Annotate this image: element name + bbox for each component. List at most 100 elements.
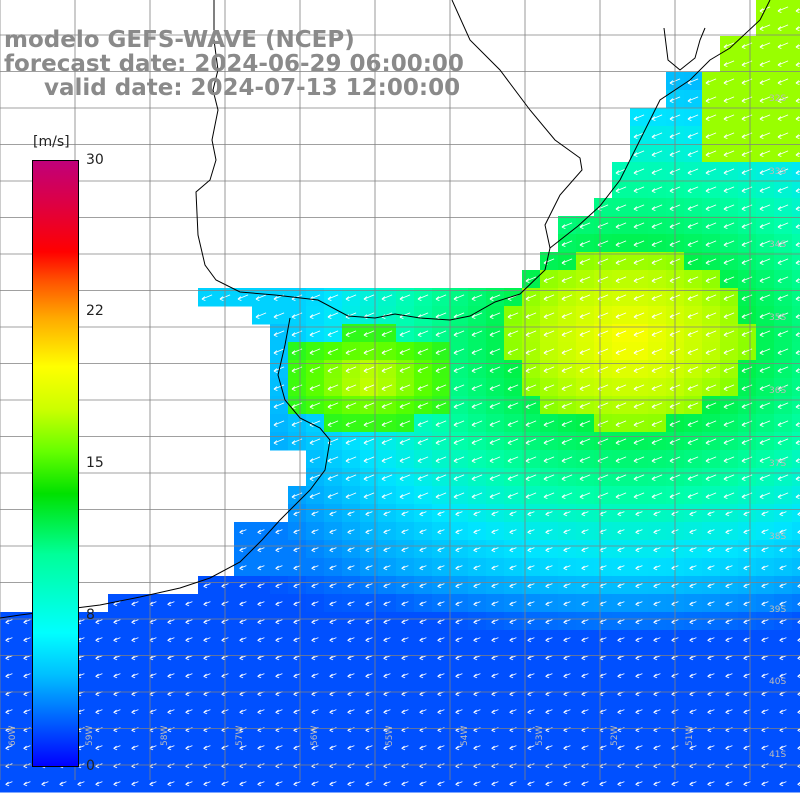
wind-arrow [797,781,800,786]
field-cell [792,378,800,397]
wind-arrow [417,456,429,463]
wind-arrow [723,258,735,265]
wind-arrow [5,637,13,643]
wind-arrow [579,258,591,265]
wind-arrow [471,438,483,445]
wind-arrow [741,438,753,445]
wind-arrow [113,709,121,715]
wind-arrow [615,492,627,499]
wind-arrow [633,438,645,445]
wind-arrow [723,474,735,481]
wind-arrow [311,745,319,751]
colorbar-tick-22: 22 [86,303,104,319]
wind-arrow [723,456,735,463]
wind-arrow [797,709,800,714]
wind-arrow [779,781,787,787]
wind-arrow [419,655,427,661]
wind-arrow [383,547,391,553]
wind-arrow [471,492,483,499]
wind-arrow [437,781,445,787]
wind-arrow [759,186,771,193]
wind-arrow [653,583,661,589]
wind-arrow [473,511,481,517]
wind-arrow [741,312,753,319]
wind-arrow [417,366,429,373]
wind-arrow [707,637,715,643]
wind-arrow [527,511,535,517]
wind-arrow [705,204,717,211]
wind-arrow [743,547,751,553]
wind-arrow [437,673,445,679]
wind-arrow [687,276,699,283]
wind-arrow [525,420,537,427]
wind-arrow [527,745,535,751]
wind-arrow [473,637,481,643]
field-cell [792,198,800,217]
wind-arrow [293,511,301,517]
wind-arrow [741,384,753,391]
wind-arrow [509,655,517,661]
wind-arrow [509,709,517,715]
wind-arrow [687,294,699,301]
wind-arrow [777,348,789,355]
wind-arrow [689,709,697,715]
lat-label-32s: 32S [769,94,787,104]
lon-label-60w: 60W [8,725,18,746]
wind-arrow [545,583,553,589]
wind-arrow [633,186,645,193]
wind-arrow [759,204,771,211]
wind-arrow [455,637,463,643]
wind-arrow [653,673,661,679]
wind-arrow [239,709,247,715]
wind-arrow [779,583,787,589]
inland-border [451,0,583,249]
wind-arrow [743,745,751,751]
wind-arrow [527,673,535,679]
wind-arrow [417,402,429,409]
wind-arrow [435,456,447,463]
wind-arrow [437,565,445,571]
wind-arrow [723,276,735,283]
wind-arrow [381,348,393,355]
wind-arrow [759,420,771,427]
wind-arrow [185,745,193,751]
wind-arrow [527,709,535,715]
lon-label-55w: 55W [385,725,395,746]
wind-arrow [453,492,465,499]
wind-arrow [327,402,339,409]
wind-arrow [741,114,753,121]
wind-arrow [203,655,211,661]
wind-arrow [239,529,247,535]
wind-arrow [777,456,789,463]
wind-arrow [651,348,663,355]
wind-arrow [761,529,769,535]
wind-arrow [455,709,463,715]
wind-arrow [797,511,800,516]
wind-arrow [527,583,535,589]
wind-arrow [525,492,537,499]
wind-arrow [455,511,463,517]
wind-arrow [437,619,445,625]
wind-arrow [327,384,339,391]
wind-arrow [453,420,465,427]
wind-arrow [401,709,409,715]
wind-arrow [707,529,715,535]
wind-arrow [507,384,519,391]
wind-arrow [687,330,699,337]
wind-arrow [795,368,800,373]
wind-arrow [311,673,319,679]
wind-arrow [615,330,627,337]
wind-arrow [651,474,663,481]
wind-arrow [275,565,283,571]
wind-arrow [167,745,175,751]
wind-arrow [705,384,717,391]
wind-arrow [491,601,499,607]
field-cell [792,738,800,757]
wind-arrow [383,511,391,517]
wind-arrow [257,529,265,535]
wind-arrow [779,637,787,643]
wind-arrow [311,565,319,571]
wind-arrow [309,474,321,481]
wind-arrow [707,745,715,751]
wind-arrow [365,637,373,643]
